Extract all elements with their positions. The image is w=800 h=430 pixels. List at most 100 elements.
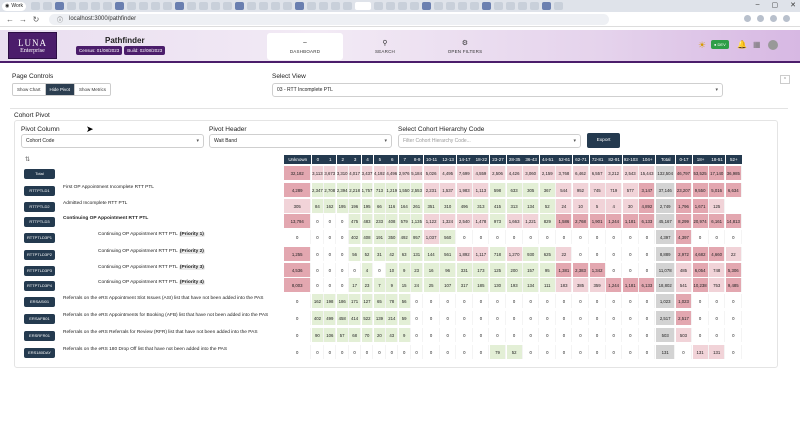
table-cell[interactable]: 125 (709, 199, 726, 213)
column-header[interactable]: 62-71 (573, 155, 589, 164)
browser-tab[interactable] (421, 2, 431, 10)
table-cell[interactable]: 186 (336, 294, 349, 308)
table-cell[interactable]: 1,181 (622, 278, 639, 292)
table-cell[interactable]: 0 (456, 294, 473, 308)
table-cell[interactable]: 0 (490, 328, 506, 342)
table-cell[interactable]: 6,634 (725, 183, 742, 197)
url-field[interactable]: ⓘ localhost:3000/pathfinder (49, 13, 609, 25)
table-cell[interactable]: 1,219 (386, 183, 399, 197)
table-cell[interactable]: 483 (361, 214, 374, 228)
table-cell[interactable]: 745 (589, 183, 606, 197)
reload-icon[interactable]: ↻ (32, 14, 40, 24)
browser-tab[interactable] (469, 2, 479, 10)
table-cell[interactable]: 1,037 (423, 230, 440, 244)
browser-tab[interactable] (246, 2, 256, 10)
table-cell[interactable]: 127 (361, 294, 374, 308)
table-cell[interactable]: 0 (473, 328, 490, 342)
table-cell[interactable]: 20 (374, 328, 386, 342)
table-cell[interactable]: 402 (349, 230, 361, 244)
table-cell[interactable]: 0 (589, 311, 606, 325)
table-cell[interactable]: 3,310 (336, 166, 349, 180)
hide-pivot-button[interactable]: Hide Pivot (45, 84, 76, 95)
table-cell[interactable]: 6,133 (639, 214, 656, 228)
table-cell[interactable]: 42 (386, 247, 399, 261)
column-header[interactable]: 8-9 (411, 155, 423, 164)
column-header[interactable]: 82-91 (606, 155, 623, 164)
table-cell[interactable]: 0 (386, 345, 399, 359)
table-cell[interactable]: 233 (374, 214, 386, 228)
table-cell[interactable]: 0 (606, 311, 623, 325)
browser-tab[interactable] (409, 2, 419, 10)
browser-tab[interactable] (102, 2, 112, 10)
table-cell[interactable]: 107 (440, 278, 457, 292)
back-icon[interactable]: ← (6, 14, 14, 24)
table-cell[interactable]: 0 (312, 230, 324, 244)
column-header[interactable]: 6 (386, 155, 399, 164)
table-cell[interactable]: 0 (709, 328, 726, 342)
table-cell[interactable]: 0 (556, 345, 573, 359)
column-header[interactable]: 1 (324, 155, 337, 164)
browser-tab[interactable] (90, 2, 100, 10)
column-header[interactable]: 3 (349, 155, 361, 164)
collapse-button[interactable]: ⌃ (780, 75, 790, 84)
table-cell[interactable]: 5 (589, 199, 606, 213)
table-cell[interactable]: 753 (709, 278, 726, 292)
table-cell[interactable]: 0 (336, 230, 349, 244)
table-cell[interactable]: 1,244 (606, 214, 623, 228)
table-cell[interactable]: 1,324 (440, 214, 457, 228)
table-cell[interactable]: 16 (423, 263, 440, 277)
table-cell[interactable]: 4,495 (440, 166, 457, 180)
table-cell[interactable]: 0 (423, 294, 440, 308)
table-cell[interactable]: 0 (606, 328, 623, 342)
table-cell[interactable]: 305 (523, 183, 540, 197)
table-cell[interactable]: 0 (423, 345, 440, 359)
table-cell[interactable]: 503 (656, 328, 676, 342)
table-cell[interactable]: 14,813 (725, 214, 742, 228)
browser-tab[interactable] (126, 2, 136, 10)
table-cell[interactable]: 0 (725, 311, 742, 325)
table-cell[interactable]: 2,517 (656, 311, 676, 325)
table-cell[interactable]: 0 (336, 247, 349, 261)
browser-tab[interactable] (258, 2, 268, 10)
table-cell[interactable]: 0 (312, 247, 324, 261)
table-cell[interactable]: 0 (725, 230, 742, 244)
column-header[interactable]: 2 (336, 155, 349, 164)
table-cell[interactable]: 0 (556, 311, 573, 325)
table-cell[interactable]: 68 (349, 328, 361, 342)
table-cell[interactable]: 10 (386, 263, 399, 277)
table-cell[interactable]: 4,397 (676, 230, 692, 244)
nav-search[interactable]: ⚲ SEARCH (347, 33, 423, 60)
table-cell[interactable]: 0 (361, 345, 374, 359)
table-cell[interactable]: 415 (490, 199, 506, 213)
table-cell[interactable]: 1,122 (423, 214, 440, 228)
table-cell[interactable]: 162 (324, 199, 337, 213)
table-cell[interactable]: 111 (539, 278, 556, 292)
browser-tab[interactable] (397, 2, 407, 10)
table-cell[interactable]: 2,749 (656, 199, 676, 213)
table-cell[interactable]: 0 (606, 230, 623, 244)
table-cell[interactable]: 0 (692, 230, 709, 244)
browser-tab[interactable] (294, 2, 304, 10)
column-header[interactable]: 52-61 (556, 155, 573, 164)
browser-tab[interactable] (234, 2, 244, 10)
column-header[interactable]: 18-51 (709, 155, 726, 164)
table-cell[interactable]: 6,133 (639, 278, 656, 292)
table-cell[interactable]: 23 (361, 278, 374, 292)
table-cell[interactable]: 261 (411, 199, 423, 213)
browser-tab[interactable] (330, 2, 340, 10)
table-cell[interactable]: 0 (312, 214, 324, 228)
table-cell[interactable]: 0 (456, 345, 473, 359)
nav-open-filters[interactable]: ⚙ OPEN FILTERS (427, 33, 503, 60)
table-cell[interactable]: 402 (312, 311, 324, 325)
table-cell[interactable]: 718 (490, 247, 506, 261)
luna-logo[interactable]: LUNA Enterprise (8, 32, 57, 59)
table-cell[interactable]: 0 (456, 328, 473, 342)
table-cell[interactable]: 0 (324, 247, 337, 261)
browser-tab[interactable] (162, 2, 172, 10)
table-cell[interactable]: 577 (622, 183, 639, 197)
table-cell[interactable]: 0 (606, 263, 623, 277)
cohort-code-badge[interactable]: Total (24, 168, 55, 179)
table-cell[interactable]: 351 (423, 199, 440, 213)
table-cell[interactable]: 2,708 (324, 183, 337, 197)
column-header[interactable]: 12-13 (440, 155, 457, 164)
